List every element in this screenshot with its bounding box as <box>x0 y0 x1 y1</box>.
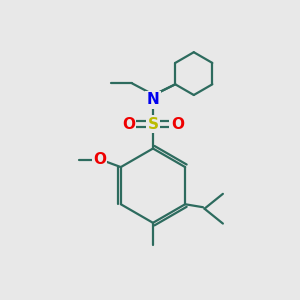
Text: O: O <box>122 117 135 132</box>
Text: N: N <box>147 92 159 107</box>
Text: O: O <box>171 117 184 132</box>
Text: S: S <box>148 117 158 132</box>
Text: O: O <box>93 152 106 167</box>
